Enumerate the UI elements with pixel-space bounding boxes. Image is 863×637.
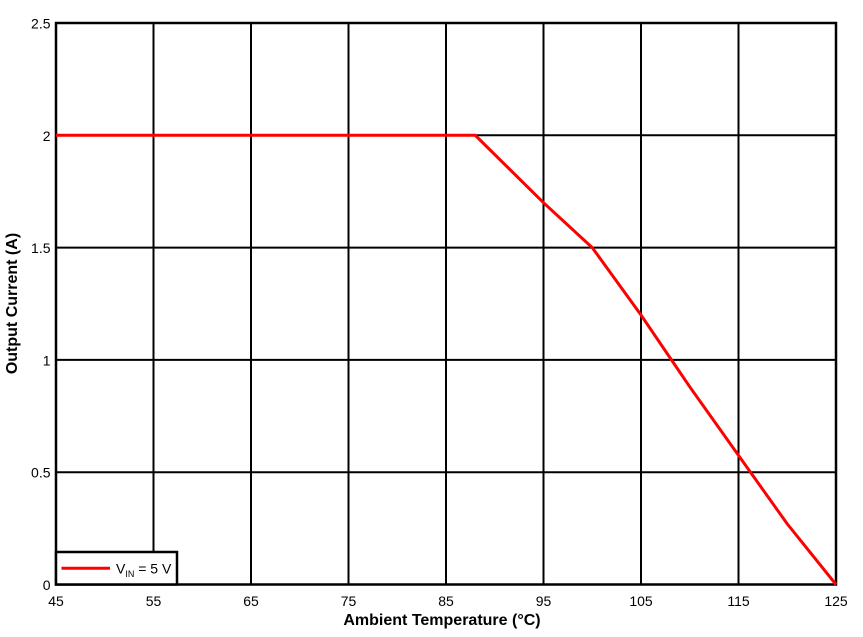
svg-text:95: 95: [536, 593, 552, 609]
svg-text:125: 125: [824, 593, 848, 609]
svg-text:Ambient Temperature (°C): Ambient Temperature (°C): [343, 612, 540, 629]
svg-text:65: 65: [243, 593, 259, 609]
svg-text:115: 115: [727, 593, 750, 609]
svg-text:1.5: 1.5: [31, 240, 51, 256]
svg-text:VIN = 5 V: VIN = 5 V: [116, 561, 172, 580]
svg-text:0.5: 0.5: [31, 465, 51, 481]
svg-text:2.5: 2.5: [31, 16, 51, 32]
svg-text:85: 85: [438, 593, 454, 609]
svg-text:45: 45: [48, 593, 64, 609]
svg-text:75: 75: [341, 593, 357, 609]
svg-text:55: 55: [146, 593, 162, 609]
svg-text:1: 1: [43, 352, 51, 368]
svg-text:2: 2: [43, 128, 51, 144]
svg-text:0: 0: [43, 577, 51, 593]
svg-text:Output Current (A): Output Current (A): [4, 233, 21, 374]
svg-text:105: 105: [629, 593, 653, 609]
